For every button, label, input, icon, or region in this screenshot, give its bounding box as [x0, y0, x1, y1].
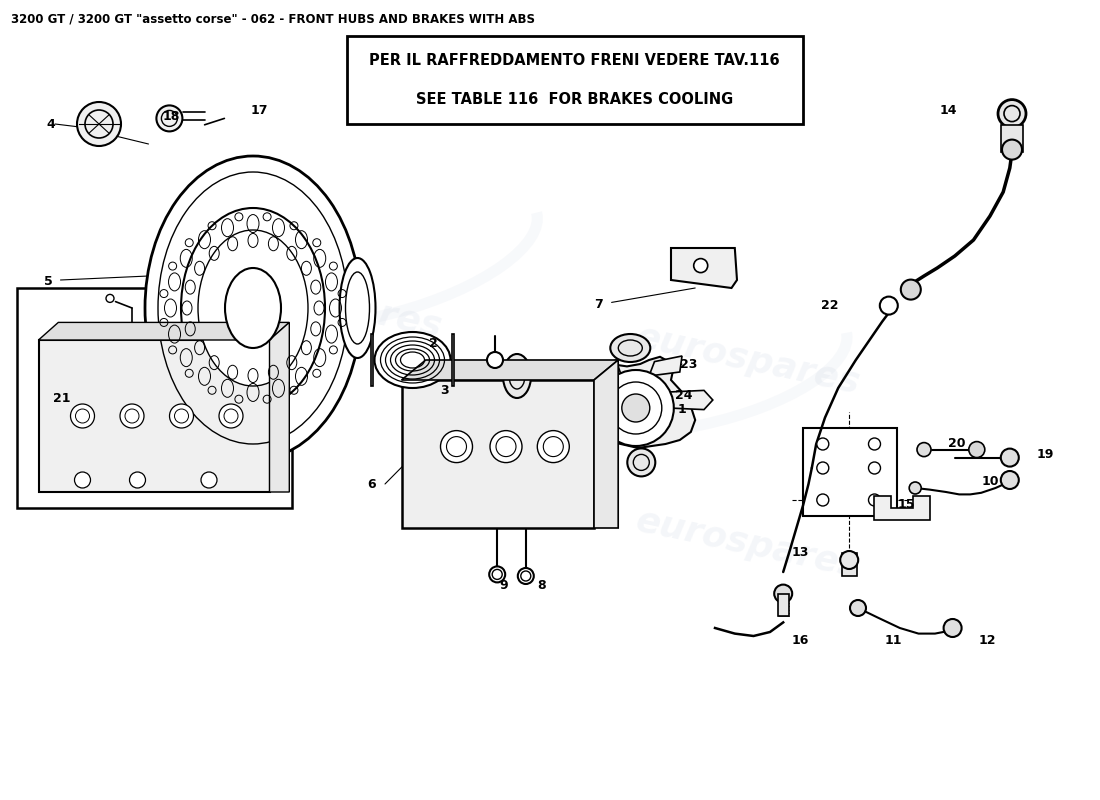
Circle shape [70, 404, 95, 428]
Text: 1: 1 [678, 403, 686, 416]
Text: PER IL RAFFREDDAMENTO FRENI VEDERE TAV.116: PER IL RAFFREDDAMENTO FRENI VEDERE TAV.1… [370, 53, 780, 68]
Text: 6: 6 [367, 478, 376, 490]
Circle shape [201, 472, 217, 488]
Polygon shape [594, 360, 618, 528]
Polygon shape [39, 340, 270, 492]
Text: 3200 GT / 3200 GT "assetto corse" - 062 - FRONT HUBS AND BRAKES WITH ABS: 3200 GT / 3200 GT "assetto corse" - 062 … [11, 12, 535, 25]
Text: 14: 14 [939, 104, 957, 117]
Circle shape [490, 430, 522, 462]
Circle shape [627, 448, 656, 477]
Text: 21: 21 [53, 392, 70, 405]
Circle shape [850, 600, 866, 616]
Circle shape [910, 482, 921, 494]
Polygon shape [874, 496, 929, 520]
Polygon shape [1001, 125, 1023, 152]
Circle shape [840, 551, 858, 569]
Circle shape [169, 404, 194, 428]
Text: 23: 23 [680, 358, 697, 371]
Text: 13: 13 [792, 546, 810, 558]
Polygon shape [778, 594, 789, 616]
Text: 2: 2 [429, 337, 438, 350]
Circle shape [75, 472, 90, 488]
Circle shape [869, 494, 880, 506]
Polygon shape [270, 322, 289, 492]
Text: 24: 24 [675, 389, 693, 402]
Ellipse shape [610, 334, 650, 362]
Circle shape [817, 494, 828, 506]
Circle shape [1001, 449, 1019, 466]
Ellipse shape [198, 230, 308, 386]
Circle shape [1001, 471, 1019, 489]
Ellipse shape [145, 156, 361, 460]
Text: 19: 19 [1036, 448, 1054, 461]
Circle shape [869, 462, 880, 474]
Text: SEE TABLE 116  FOR BRAKES COOLING: SEE TABLE 116 FOR BRAKES COOLING [416, 92, 734, 107]
Circle shape [597, 370, 674, 446]
Bar [803, 428, 896, 516]
Circle shape [969, 442, 984, 458]
Text: 22: 22 [821, 299, 838, 312]
Circle shape [440, 430, 473, 462]
Polygon shape [578, 357, 695, 448]
Text: 5: 5 [44, 275, 53, 288]
Text: 17: 17 [251, 104, 268, 117]
Ellipse shape [374, 332, 451, 388]
Polygon shape [462, 366, 517, 386]
Polygon shape [402, 380, 594, 528]
Circle shape [490, 566, 505, 582]
Polygon shape [649, 356, 682, 376]
Polygon shape [371, 334, 373, 386]
Circle shape [880, 297, 898, 314]
Text: 20: 20 [948, 438, 966, 450]
Circle shape [537, 430, 570, 462]
Text: 10: 10 [981, 475, 999, 488]
Text: 3: 3 [440, 384, 449, 397]
Text: 4: 4 [46, 118, 55, 130]
Text: 11: 11 [884, 634, 902, 646]
Polygon shape [671, 248, 737, 288]
Text: eurospares: eurospares [214, 264, 446, 344]
Text: eurospares: eurospares [632, 504, 864, 584]
Circle shape [817, 462, 828, 474]
Circle shape [156, 106, 183, 131]
Circle shape [130, 472, 145, 488]
Polygon shape [588, 360, 621, 384]
Polygon shape [39, 322, 289, 340]
Circle shape [917, 442, 931, 457]
Text: 15: 15 [898, 498, 915, 510]
Circle shape [77, 102, 121, 146]
Polygon shape [842, 553, 857, 576]
Text: 16: 16 [791, 634, 808, 646]
Circle shape [1002, 139, 1022, 160]
Ellipse shape [182, 208, 324, 408]
Bar [16, 288, 292, 508]
Circle shape [219, 404, 243, 428]
Text: 18: 18 [163, 110, 180, 122]
Ellipse shape [226, 268, 280, 348]
Polygon shape [452, 334, 454, 386]
Bar [346, 36, 803, 124]
Polygon shape [669, 390, 713, 410]
Circle shape [998, 100, 1026, 127]
Circle shape [120, 404, 144, 428]
Text: 12: 12 [979, 634, 997, 646]
Circle shape [817, 438, 828, 450]
Circle shape [694, 258, 707, 273]
Circle shape [621, 394, 650, 422]
Circle shape [901, 279, 921, 299]
Ellipse shape [503, 354, 531, 398]
Circle shape [487, 352, 503, 368]
Text: 9: 9 [499, 579, 508, 592]
Text: 7: 7 [594, 298, 603, 310]
Text: 8: 8 [537, 579, 546, 592]
Circle shape [869, 438, 880, 450]
Ellipse shape [340, 258, 375, 358]
Circle shape [774, 585, 792, 602]
Text: eurospares: eurospares [632, 320, 864, 400]
Polygon shape [402, 360, 618, 380]
Circle shape [944, 619, 961, 637]
Circle shape [518, 568, 534, 584]
